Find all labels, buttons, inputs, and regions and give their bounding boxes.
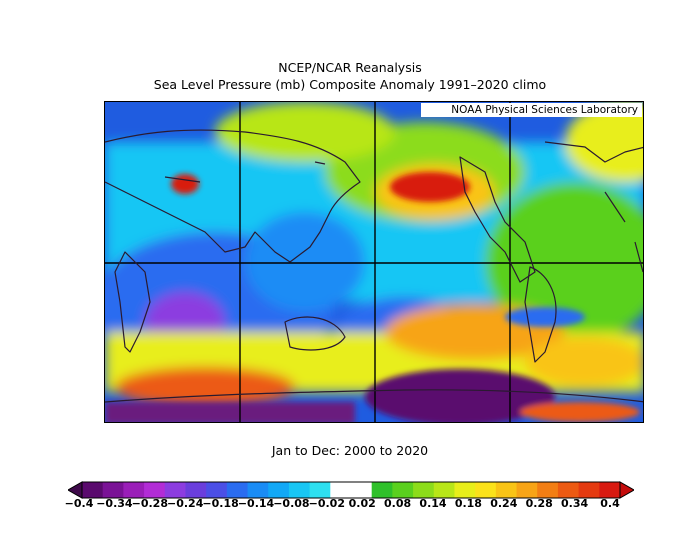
colorbar-tick-label: 0.14 xyxy=(419,497,447,510)
colorbar-swatch xyxy=(433,482,455,498)
colorbar-swatch xyxy=(392,482,414,498)
colorbar-tick-label: 0.28 xyxy=(525,497,553,510)
colorbar-tick-label: −0.28 xyxy=(131,497,168,510)
colorbar-swatch xyxy=(330,482,352,498)
colorbar-tick-label: −0.24 xyxy=(167,497,204,510)
colorbar-swatch xyxy=(599,482,621,498)
colorbar-swatch xyxy=(123,482,145,498)
credit-label: NOAA Physical Sciences Laboratory xyxy=(421,103,642,117)
colorbar-swatch xyxy=(144,482,166,498)
colorbar-swatch xyxy=(557,482,580,498)
colorbar-tick-label: −0.02 xyxy=(308,497,345,510)
colorbar-swatch xyxy=(351,482,373,498)
colorbar-tick-label: −0.08 xyxy=(273,497,310,510)
colorbar-swatch xyxy=(185,482,207,498)
colorbar-swatch xyxy=(82,482,104,498)
colorbar-high-end xyxy=(619,481,634,499)
colorbar-tick-label: 0.24 xyxy=(490,497,518,510)
date-range-label: Jan to Dec: 2000 to 2020 xyxy=(271,443,429,458)
colorbar-swatch xyxy=(226,482,249,498)
colorbar-swatch xyxy=(537,482,559,498)
colorbar-swatch xyxy=(495,482,518,498)
colorbar xyxy=(68,481,634,499)
colorbar-tick-label: −0.14 xyxy=(237,497,275,510)
colorbar-tick-label: 0.18 xyxy=(454,497,482,510)
colorbar-swatch xyxy=(413,482,435,498)
colorbar-tick-label: −0.34 xyxy=(96,497,133,510)
colorbar-tick-label: 0.4 xyxy=(600,497,620,510)
colorbar-low-end xyxy=(68,481,83,499)
colorbar-swatch xyxy=(309,482,331,498)
colorbar-tick-label: −0.18 xyxy=(202,497,239,510)
colorbar-swatch xyxy=(516,482,538,498)
colorbar-swatch xyxy=(102,482,124,498)
colorbar-swatch xyxy=(247,482,269,498)
colorbar-labels: −0.4 −0.34 −0.28 −0.24 −0.18 −0.14 −0.08 −0.02 0… xyxy=(0,497,700,513)
colorbar-swatch xyxy=(164,482,186,498)
anomaly-field xyxy=(105,102,643,422)
colorbar-tick-label: −0.4 xyxy=(64,497,94,510)
colorbar-swatch xyxy=(288,482,311,498)
colorbar-tick-label: 0.34 xyxy=(561,497,589,510)
colorbar-swatch xyxy=(578,482,600,498)
map-title: NCEP/NCAR Reanalysis xyxy=(278,60,422,75)
colorbar-swatch xyxy=(475,482,497,498)
colorbar-swatch xyxy=(268,482,290,498)
map-subtitle-variable: Sea Level Pressure (mb) Composite Anomal… xyxy=(153,77,547,92)
anomaly-map: NOAA Physical Sciences Laboratory xyxy=(104,101,644,423)
colorbar-swatch xyxy=(206,482,228,498)
colorbar-swatch xyxy=(371,482,393,498)
colorbar-tick-label: 0.02 xyxy=(348,497,376,510)
colorbar-swatch xyxy=(454,482,476,498)
colorbar-tick-label: 0.08 xyxy=(384,497,412,510)
